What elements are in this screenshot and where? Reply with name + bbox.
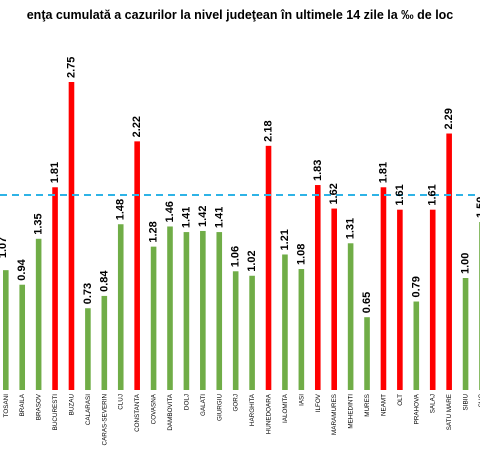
- chart-title: enţa cumulată a cazurilor la nivel judeţ…: [27, 8, 454, 22]
- value-label: 1.81: [377, 162, 389, 183]
- value-label: 1.41: [213, 207, 225, 228]
- value-label: 2.75: [65, 57, 77, 78]
- bar-giurgiu: [216, 232, 223, 390]
- value-label: 1.61: [427, 184, 439, 205]
- value-label: 0.84: [98, 270, 110, 292]
- category-label: MARAMURES: [331, 394, 338, 435]
- category-label: BUCURESTI: [52, 394, 59, 431]
- category-label: IASI: [298, 394, 305, 406]
- bar-iasi: [298, 269, 305, 390]
- category-label: NEAMT: [380, 394, 387, 416]
- bar-mures: [364, 317, 370, 390]
- value-label: 0.94: [16, 258, 28, 280]
- bar-braila: [19, 284, 26, 390]
- value-label: 1.83: [312, 160, 324, 181]
- bar-prahova: [413, 301, 420, 390]
- category-label: TOSANI: [3, 394, 10, 418]
- category-label-partial-right: SUC: [478, 394, 480, 408]
- bar-salaj: [429, 209, 436, 390]
- category-label: SALAJ: [430, 394, 437, 413]
- category-label: CARAS-SEVERIN: [101, 394, 108, 446]
- value-label: 1.61: [394, 184, 406, 205]
- category-label: DOLJ: [183, 394, 190, 410]
- bar-maramures: [331, 208, 337, 390]
- bar-cluj: [117, 224, 124, 390]
- bar-harghita: [249, 275, 255, 390]
- bar-brasov: [35, 238, 42, 390]
- category-label: MEHEDINTI: [348, 394, 355, 429]
- value-label: 0.79: [410, 276, 422, 297]
- bar-caras-severin: [101, 295, 108, 390]
- category-label: BRAILA: [19, 393, 26, 416]
- value-labels: 0.94 1.35 1.81 2.75 0.73 0.84 1.48 2.22 1.28 1.46…: [0, 57, 480, 314]
- value-label: 1.28: [148, 221, 160, 242]
- bars: [3, 82, 480, 390]
- category-label: OLT: [397, 394, 404, 406]
- value-label: 1.62: [328, 183, 340, 204]
- category-label: GALATI: [200, 394, 207, 416]
- category-label: ILFOV: [315, 393, 322, 412]
- bar-sibiu: [462, 278, 469, 390]
- value-label: 1.06: [230, 246, 242, 267]
- bar-ialomita: [282, 254, 288, 390]
- bar-calarasi: [85, 308, 91, 390]
- bar-constanta: [134, 141, 140, 390]
- bar-bucuresti: [52, 187, 58, 390]
- value-label: 1.48: [115, 199, 127, 220]
- bar-olt: [397, 209, 403, 390]
- value-label: 1.46: [164, 201, 176, 222]
- category-label: BUZAU: [68, 394, 75, 416]
- category-label: GORJ: [233, 394, 240, 412]
- category-label: CLUJ: [118, 394, 125, 410]
- bar-neamt: [380, 187, 387, 390]
- value-label: 1.41: [180, 207, 192, 228]
- value-label: 1.42: [197, 206, 209, 227]
- value-label-partial-left: 1.07: [0, 237, 9, 258]
- value-label: 2.22: [131, 116, 143, 137]
- bar-buzau: [68, 82, 75, 390]
- value-label: 1.35: [33, 213, 45, 234]
- bar-ilfov: [314, 185, 321, 390]
- bar-satu-mare: [446, 133, 452, 390]
- category-label: COVASNA: [151, 393, 158, 424]
- bar-covasna: [150, 246, 157, 390]
- category-label: PRAHOVA: [413, 393, 420, 424]
- bar-mehedinti: [347, 243, 354, 390]
- category-label: HARGHITA: [249, 393, 256, 426]
- category-label: DAMBOVITA: [167, 393, 174, 430]
- value-label: 1.08: [295, 244, 307, 265]
- bar-dolj: [183, 232, 190, 390]
- value-label: 1.02: [246, 250, 258, 271]
- category-label: GIURGIU: [216, 394, 223, 421]
- value-label: 2.29: [443, 108, 455, 129]
- bar-dambovita: [167, 226, 173, 390]
- value-label: 2.18: [263, 120, 275, 141]
- bar-tosani: [3, 270, 9, 390]
- category-label: SATU MARE: [446, 394, 453, 430]
- value-label: 1.00: [460, 253, 472, 274]
- category-label: SIBIU: [463, 394, 470, 411]
- value-label: 1.31: [345, 218, 357, 239]
- bar-gorj: [232, 271, 239, 390]
- category-label: IALOMITA: [282, 393, 289, 423]
- bar-galati: [200, 230, 206, 390]
- category-label: BRASOV: [36, 393, 43, 420]
- bar-hunedoara: [265, 145, 272, 390]
- value-label: 0.65: [361, 292, 373, 313]
- category-label: MURES: [364, 394, 371, 417]
- category-label: CONSTANTA: [134, 393, 141, 432]
- value-label: 0.73: [82, 283, 94, 304]
- value-label-partial-right: 1.50: [475, 197, 480, 218]
- category-label: CALARASI: [85, 394, 92, 425]
- value-label: 1.21: [279, 229, 291, 250]
- category-label: HUNEDOARA: [266, 393, 273, 434]
- category-labels: TOSANI BRAILA BRASOV BUCURESTI BUZAU CALARASI…: [3, 393, 480, 445]
- value-label: 1.81: [49, 162, 61, 183]
